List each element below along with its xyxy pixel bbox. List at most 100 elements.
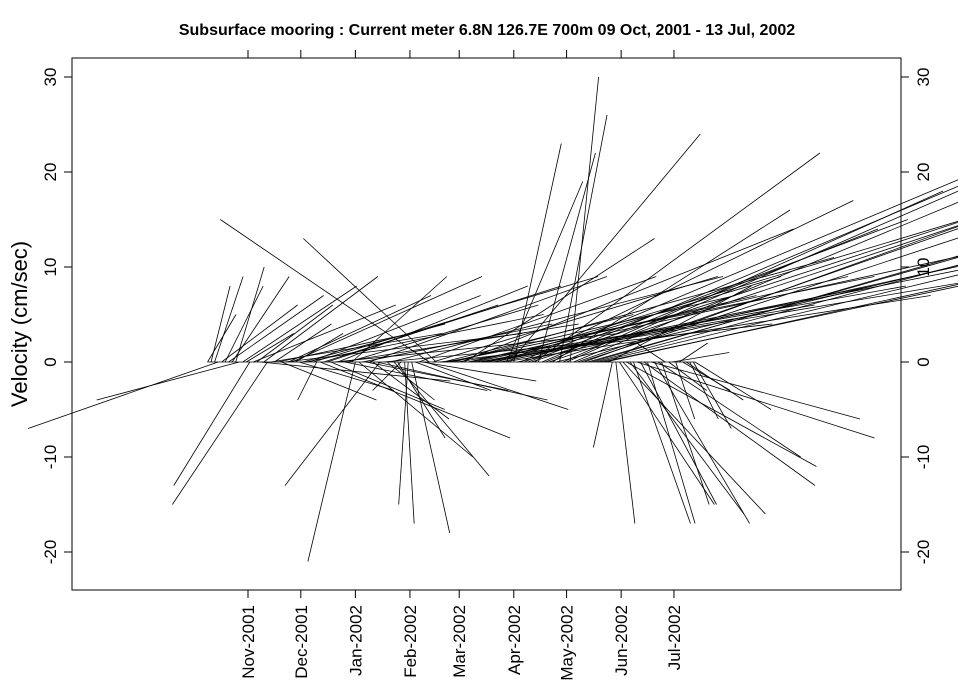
y-tick-label-right: -20 bbox=[914, 540, 933, 565]
x-axis-top bbox=[247, 50, 675, 58]
velocity-stick bbox=[584, 226, 958, 363]
velocity-stick bbox=[303, 238, 437, 363]
velocity-stick bbox=[425, 361, 569, 410]
y-tick-label-right: 30 bbox=[914, 68, 933, 87]
velocity-stick bbox=[27, 361, 219, 429]
velocity-stick bbox=[398, 361, 409, 505]
velocity-stick bbox=[221, 304, 298, 363]
velocity-stick bbox=[214, 276, 244, 363]
velocity-stick bbox=[640, 361, 717, 505]
velocity-stick bbox=[474, 256, 958, 363]
velocity-stick bbox=[263, 276, 379, 363]
velocity-stick bbox=[496, 276, 782, 363]
x-tick-label: May-2002 bbox=[558, 605, 577, 681]
velocity-stick bbox=[503, 295, 931, 363]
velocity-stick bbox=[499, 269, 958, 363]
velocity-stick bbox=[418, 276, 657, 363]
velocity-stick bbox=[694, 361, 772, 410]
velocity-stick bbox=[509, 133, 701, 363]
velocity-stick bbox=[297, 361, 318, 401]
velocity-stick bbox=[256, 304, 334, 363]
velocity-stick bbox=[344, 361, 488, 391]
velocity-stick bbox=[591, 255, 958, 363]
velocity-stick bbox=[415, 361, 492, 391]
velocity-stick bbox=[531, 221, 958, 363]
velocity-stick bbox=[577, 228, 958, 363]
y-tick-label-left: -10 bbox=[41, 445, 60, 470]
x-axis-bottom: Nov-2001 Dec-2001 Jan-2002 Feb-2002 Mar-2002… bbox=[239, 590, 684, 681]
x-tick-label: Feb-2002 bbox=[401, 605, 420, 678]
velocity-stick bbox=[298, 361, 395, 391]
velocity-stick bbox=[224, 285, 264, 363]
x-tick-label: Jan-2002 bbox=[346, 605, 365, 676]
velocity-stick bbox=[615, 361, 636, 524]
velocity-stick bbox=[471, 295, 757, 363]
velocity-stick bbox=[351, 276, 448, 363]
velocity-stick bbox=[411, 361, 451, 534]
chart-title: Subsurface mooring : Current meter 6.8N … bbox=[179, 22, 795, 39]
velocity-stick bbox=[622, 361, 766, 515]
velocity-stick bbox=[281, 361, 377, 401]
velocity-stick bbox=[527, 219, 909, 363]
y-axis-left: -20 -10 0 10 20 30 bbox=[41, 68, 72, 565]
velocity-stick bbox=[657, 361, 801, 458]
velocity-stick bbox=[548, 225, 958, 363]
velocity-stick bbox=[689, 361, 719, 420]
y-tick-label-right: 0 bbox=[914, 357, 933, 366]
velocity-stick bbox=[295, 333, 344, 363]
velocity-stick bbox=[594, 264, 958, 363]
y-tick-label-left: -20 bbox=[41, 540, 60, 565]
velocity-stick bbox=[306, 314, 544, 363]
velocity-stick bbox=[307, 361, 356, 562]
velocity-stick bbox=[636, 342, 666, 363]
velocity-stick bbox=[450, 295, 736, 363]
velocity-stick bbox=[534, 152, 821, 363]
velocity-stick bbox=[246, 333, 294, 363]
velocity-stick bbox=[668, 361, 707, 391]
velocity-stick bbox=[675, 361, 696, 420]
velocity-stick bbox=[284, 361, 381, 486]
velocity-stick bbox=[592, 361, 613, 448]
velocity-stick bbox=[661, 361, 710, 505]
velocity-stick bbox=[619, 361, 715, 505]
velocity-stick bbox=[559, 114, 608, 363]
x-tick-label: Dec-2001 bbox=[292, 605, 311, 679]
x-tick-label: Nov-2001 bbox=[239, 605, 258, 679]
velocity-stick bbox=[228, 295, 324, 363]
velocity-stick bbox=[569, 76, 600, 363]
velocity-stick bbox=[274, 323, 332, 363]
plot-frame bbox=[71, 57, 902, 591]
velocity-stick bbox=[242, 285, 357, 363]
velocity-stick bbox=[464, 238, 655, 363]
velocity-stick bbox=[566, 190, 958, 363]
velocity-stick bbox=[692, 361, 732, 429]
velocity-stick bbox=[650, 361, 861, 420]
velocity-stick bbox=[260, 361, 451, 382]
velocity-stick bbox=[517, 266, 958, 363]
velocity-stick bbox=[626, 361, 817, 467]
velocity-stick bbox=[647, 361, 696, 524]
y-tick-label-left: 10 bbox=[41, 258, 60, 277]
x-tick-label: Apr-2002 bbox=[505, 605, 524, 675]
velocity-stick bbox=[320, 361, 511, 439]
velocity-sticks bbox=[27, 76, 958, 562]
velocity-stick bbox=[633, 361, 691, 524]
velocity-stick bbox=[580, 237, 958, 363]
velocity-stick bbox=[172, 361, 268, 505]
velocity-stick bbox=[679, 342, 708, 363]
velocity-stick bbox=[337, 285, 528, 363]
velocity-stick bbox=[173, 361, 251, 486]
velocity-stick bbox=[288, 295, 432, 363]
velocity-stick bbox=[277, 333, 412, 363]
velocity-stick bbox=[573, 201, 958, 363]
velocity-stick bbox=[220, 219, 430, 363]
velocity-stick bbox=[552, 209, 791, 363]
velocity-stick bbox=[231, 276, 290, 363]
velocity-stick bbox=[524, 179, 958, 363]
velocity-stick bbox=[422, 361, 537, 382]
y-tick-label-right: 20 bbox=[914, 163, 933, 182]
velocity-stick bbox=[460, 228, 794, 363]
x-tick-label: Mar-2002 bbox=[450, 605, 469, 678]
